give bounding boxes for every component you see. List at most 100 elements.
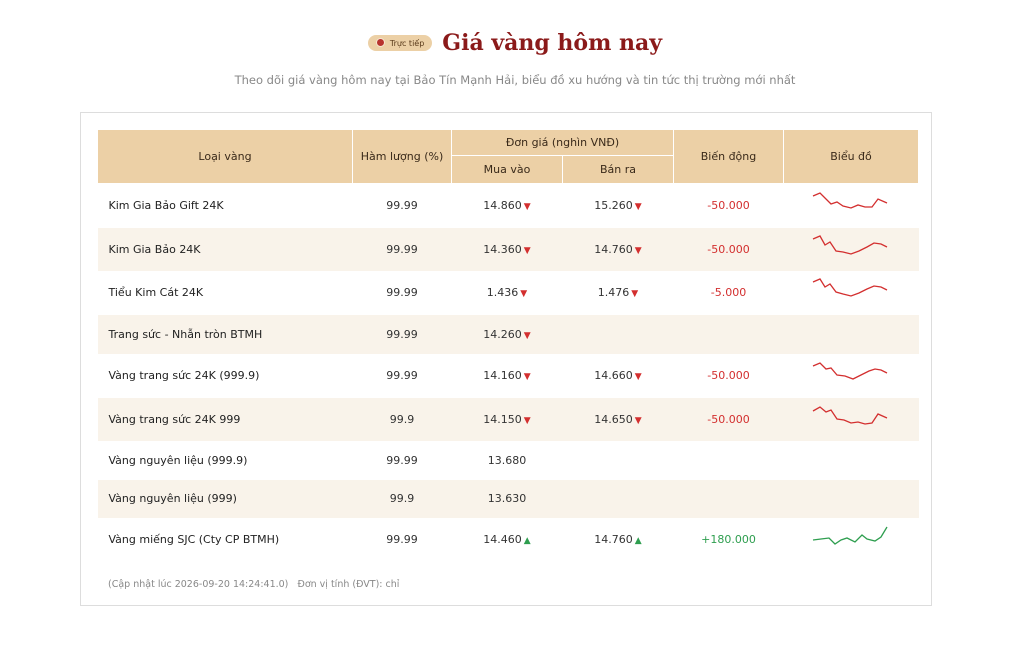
buy-cell: 14.150 ▼ (451, 397, 563, 441)
footnote: (Cập nhật lúc 2026-09-20 14:24:41.0) Đơn… (108, 579, 399, 590)
trend-down: ▼ (523, 330, 531, 341)
col-buy: Mua vào (451, 155, 563, 184)
chart-cell (783, 397, 919, 441)
buy-price: 14.160 (483, 369, 522, 382)
sell-price: 14.660 (594, 369, 633, 382)
live-badge: Trực tiếp (367, 35, 433, 51)
gold-name: Vàng nguyên liệu (999.9) (108, 453, 248, 467)
buy-price: 14.360 (483, 242, 522, 256)
sparkline (812, 362, 888, 380)
gold-name: Kim Gia Bảo Gift 24K (108, 199, 224, 213)
change: -50.000 (707, 369, 750, 382)
trend-down: ▼ (634, 415, 642, 426)
col-price: Đơn giá (nghìn VNĐ) (451, 129, 674, 156)
sell-price: 14.760 (594, 242, 633, 256)
page-title: Giá vàng hôm nay (442, 30, 663, 56)
chart-cell (784, 518, 919, 562)
sparkline (812, 405, 888, 425)
col-chart: Biểu đồ (783, 129, 919, 184)
buy-price: 14.150 (483, 412, 522, 426)
gold-name: Tiểu Kim Cát 24K (108, 286, 204, 299)
change: -5.000 (710, 286, 747, 299)
row: Kim Gia Bảo 24K 99.99 14.360 ▼ 14.760 ▼ -5… (97, 227, 919, 271)
sparkline (812, 192, 888, 209)
gold-name: Kim Gia Bảo 24K (97, 227, 353, 271)
sell-price: 1.476 (597, 286, 630, 299)
buy-price: 13.630 (451, 479, 563, 518)
chart-cell (783, 227, 919, 271)
change: -50.000 (707, 199, 750, 213)
change: -50.000 (673, 397, 784, 441)
header: Trực tiếp Giá vàng hôm nay (0, 30, 1030, 56)
sell-cell: 14.660 ▼ (563, 354, 674, 398)
sell-cell: 14.760 ▲ (563, 518, 674, 562)
trend-down: ▼ (634, 202, 642, 213)
purity: 99.9 (352, 479, 452, 518)
unit-note: Đơn vị tính (ĐVT): chỉ (297, 579, 400, 590)
price-card: Loại vàng Hàm lượng (%) Đơn giá (nghìn V… (80, 112, 932, 606)
live-dot (375, 38, 385, 47)
sparkline (812, 526, 888, 545)
trend-down: ▼ (634, 372, 642, 382)
row: Vàng trang sức 24K (999.9) 99.99 14.160 ▼… (98, 354, 919, 398)
col-change: Biến động (673, 129, 784, 184)
change: +180.000 (701, 533, 756, 546)
purity: 99.99 (386, 286, 418, 299)
buy-cell: 14.260 ▼ (451, 314, 563, 354)
trend-down: ▼ (523, 202, 531, 213)
trend-down: ▼ (523, 245, 531, 256)
gold-name: Trang sức - Nhẫn tròn BTMH (97, 314, 353, 354)
col-sell: Bán ra (562, 155, 674, 184)
col-purity: Hàm lượng (%) (352, 129, 452, 184)
buy-cell: 14.360 ▼ (451, 227, 563, 271)
row: Vàng nguyên liệu (999) 99.9 13.630 (97, 479, 919, 518)
row: Kim Gia Bảo Gift 24K 99.99 14.860 ▼ 15.26… (98, 184, 919, 228)
trend-down: ▼ (520, 289, 528, 299)
badge-text: Trực tiếp (389, 39, 425, 48)
buy-price: 1.436 (486, 286, 519, 299)
purity: 99.99 (352, 227, 452, 271)
buy-cell: 14.160 ▼ (452, 354, 563, 398)
sell-cell: 14.760 ▼ (562, 227, 674, 271)
trend-up: ▲ (523, 536, 531, 546)
purity: 99.99 (352, 314, 452, 354)
subtitle: Theo dõi giá vàng hôm nay tại Bảo Tín Mạ… (234, 73, 796, 87)
sparkline (812, 234, 888, 255)
buy-cell: 1.436 ▼ (452, 271, 563, 315)
purity: 99.99 (386, 369, 418, 382)
chart-cell (784, 354, 919, 398)
trend-up: ▲ (634, 536, 642, 546)
buy-price: 14.860 (483, 199, 522, 213)
sell-price: 14.650 (594, 412, 633, 426)
row: Vàng trang sức 24K 999 99.9 14.150 ▼ 14.6… (97, 397, 919, 441)
sell-cell: 15.260 ▼ (563, 184, 674, 228)
buy-price: 13.680 (487, 453, 527, 467)
gold-name: Vàng trang sức 24K (999.9) (108, 369, 260, 382)
gold-name: Vàng nguyên liệu (999) (97, 479, 353, 518)
price-table: Loại vàng Hàm lượng (%) Đơn giá (nghìn V… (97, 129, 919, 562)
row: Trang sức - Nhẫn tròn BTMH 99.99 14.260 ▼ (97, 314, 919, 354)
row: Vàng miếng SJC (Cty CP BTMH) 99.99 14.46… (98, 518, 919, 562)
sell-price: 15.260 (594, 199, 633, 213)
chart-cell (784, 271, 919, 315)
col-type: Loại vàng (97, 129, 353, 184)
buy-cell: 14.460 ▲ (452, 518, 563, 562)
gold-name: Vàng trang sức 24K 999 (97, 397, 353, 441)
buy-price: 14.260 (483, 327, 522, 341)
row: Vàng nguyên liệu (999.9) 99.99 13.680 (98, 441, 919, 480)
sparkline (812, 278, 888, 297)
purity: 99.99 (386, 533, 418, 546)
buy-price: 14.460 (483, 533, 522, 546)
trend-down: ▼ (523, 415, 531, 426)
trend-down: ▼ (634, 245, 642, 256)
sell-cell: 1.476 ▼ (563, 271, 674, 315)
purity: 99.99 (386, 199, 418, 213)
trend-down: ▼ (631, 289, 639, 299)
updated-time: (Cập nhật lúc 2026-09-20 14:24:41.0) (108, 579, 289, 590)
sell-price: 14.760 (594, 533, 633, 546)
chart-cell (784, 184, 919, 228)
buy-cell: 14.860 ▼ (452, 184, 563, 228)
row: Tiểu Kim Cát 24K 99.99 1.436 ▼ 1.476 ▼ -5.… (98, 271, 919, 315)
purity: 99.9 (352, 397, 452, 441)
